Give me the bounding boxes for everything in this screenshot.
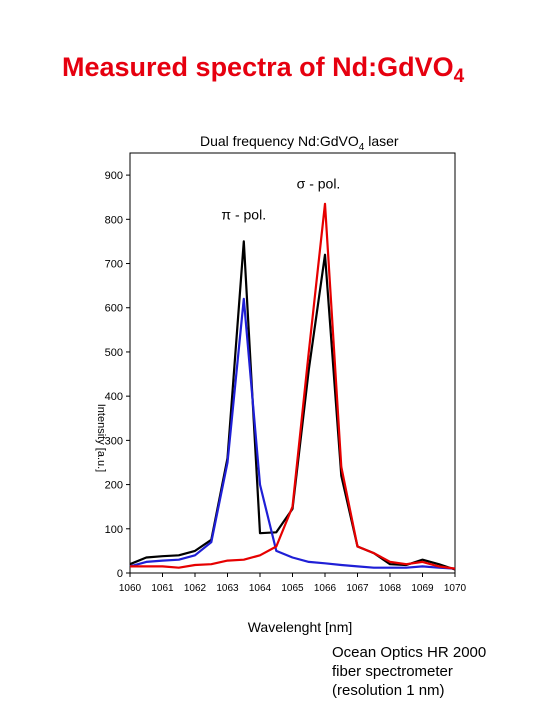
y-tick-label: 400 [105, 391, 123, 403]
series-line-2 [129, 297, 456, 570]
y-axis: 0 100 200 300 400 500 600 700 800 900 [105, 170, 130, 580]
chart-title-main: Dual frequency Nd:GdVO [200, 133, 359, 149]
x-tick-label: 1067 [346, 583, 369, 594]
x-tick-label: 1066 [314, 583, 337, 594]
series-group [129, 202, 456, 571]
chart-title: Dual frequency Nd:GdVO4 laser [200, 133, 399, 153]
slide-title: Measured spectra of Nd:GdVO4 [62, 52, 464, 87]
chart-title-suffix: laser [364, 133, 399, 149]
y-tick-label: 100 [105, 524, 123, 536]
y-axis-label: Intensity [a.u.] [95, 404, 107, 472]
x-tick-label: 1062 [184, 583, 207, 594]
caption-line-2: fiber spectrometer [332, 663, 453, 680]
x-tick-label: 1065 [281, 583, 304, 594]
caption: Ocean Optics HR 2000 fiber spectrometer … [332, 643, 532, 700]
slide-title-subscript: 4 [453, 66, 465, 87]
annotation-label: σ - pol. [297, 175, 341, 191]
x-tick-label: 1063 [216, 583, 239, 594]
caption-line-3: (resolution 1 nm) [332, 682, 445, 699]
x-tick-label: 1069 [411, 583, 434, 594]
y-tick-label: 800 [105, 214, 123, 226]
y-tick-label: 200 [105, 480, 123, 492]
series-line-3 [130, 202, 456, 570]
caption-line-1: Ocean Optics HR 2000 [332, 644, 487, 661]
y-tick-label: 300 [105, 435, 123, 447]
x-axis: 1060 1061 1062 1063 1064 1065 1066 1067 1068 1069… [119, 573, 467, 594]
annotation-label: π - pol. [221, 206, 266, 222]
x-tick-label: 1070 [444, 583, 467, 594]
series-line-1 [129, 240, 456, 571]
y-tick-label: 500 [105, 347, 123, 359]
y-tick-label: 600 [105, 303, 123, 315]
annotation-group: π - pol. σ - pol. [221, 175, 340, 222]
y-tick-label: 900 [105, 170, 123, 182]
x-tick-label: 1064 [249, 583, 272, 594]
x-axis-label: Wavelenght [nm] [248, 619, 353, 635]
chart-title-subscript: 4 [359, 142, 365, 153]
x-tick-label: 1068 [379, 583, 402, 594]
y-tick-label: 700 [105, 259, 123, 271]
x-tick-label: 1060 [119, 583, 142, 594]
x-tick-label: 1061 [151, 583, 174, 594]
slide-title-main: Measured spectra of Nd:GdVO [62, 52, 454, 82]
y-tick-label: 0 [117, 568, 123, 580]
